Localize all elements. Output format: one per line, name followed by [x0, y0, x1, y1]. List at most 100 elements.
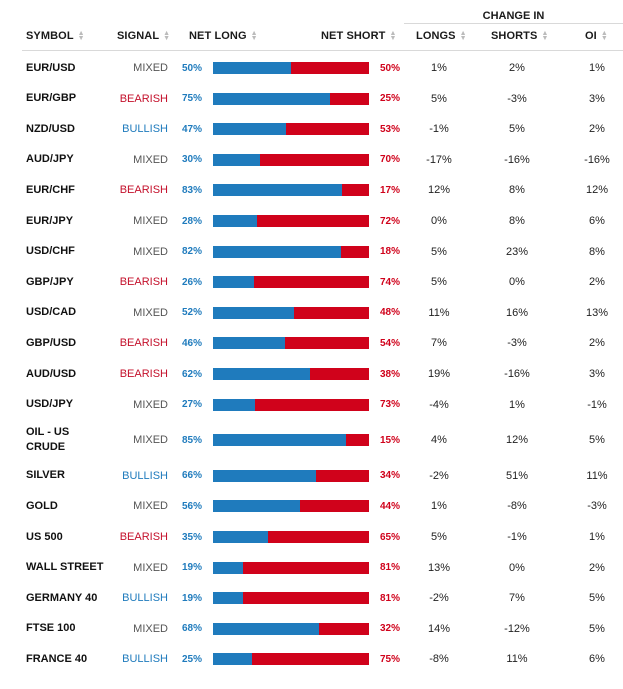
table-row[interactable]: SILVER BULLISH 66% 34% -2% 51% 11%	[0, 464, 623, 488]
oi-change-cell: 5%	[589, 434, 605, 447]
shorts-change-cell: -3%	[507, 337, 527, 350]
net-short-bar	[341, 245, 369, 258]
oi-change-cell: 6%	[589, 653, 605, 666]
signal-cell: BULLISH	[122, 123, 168, 136]
table-row[interactable]: EUR/USD MIXED 50% 50% 1% 2% 1%	[0, 56, 623, 80]
longs-change-cell: 1%	[431, 500, 447, 513]
longs-change-cell: 7%	[431, 337, 447, 350]
signal-cell: MIXED	[133, 561, 168, 574]
table-row[interactable]: EUR/CHF BEARISH 83% 17% 12% 8% 12%	[0, 178, 623, 202]
table-row[interactable]: EUR/GBP BEARISH 75% 25% 5% -3% 3%	[0, 87, 623, 111]
symbol-cell[interactable]: EUR/CHF	[26, 183, 75, 196]
sort-arrows-icon: ▲ ▼	[600, 30, 608, 43]
net-short-cell: 75%	[379, 653, 400, 665]
table-row[interactable]: WALL STREET MIXED 19% 81% 13% 0% 2%	[0, 556, 623, 580]
net-short-bar	[346, 434, 369, 447]
sentiment-bar	[213, 56, 369, 80]
symbol-cell[interactable]: GOLD	[26, 499, 58, 512]
symbol-cell[interactable]: AUD/USD	[26, 367, 77, 380]
longs-change-cell: -1%	[429, 123, 449, 136]
net-long-bar	[213, 276, 254, 289]
column-header-net-short[interactable]: NET SHORT ▲ ▼	[321, 30, 397, 42]
shorts-change-cell: 8%	[509, 215, 525, 227]
table-row[interactable]: NZD/USD BULLISH 47% 53% -1% 5% 2%	[0, 117, 623, 141]
symbol-cell[interactable]: USD/JPY	[26, 398, 74, 411]
symbol-cell[interactable]: SILVER	[26, 469, 65, 482]
signal-cell: BEARISH	[119, 276, 168, 289]
net-long-cell: 66%	[181, 470, 202, 482]
symbol-cell[interactable]: USD/CHF	[26, 245, 75, 258]
table-row[interactable]: USD/CHF MIXED 82% 18% 5% 23% 8%	[0, 240, 623, 264]
net-long-bar	[213, 62, 291, 74]
symbol-cell[interactable]: NZD/USD	[26, 122, 75, 135]
shorts-change-cell: 1%	[509, 398, 525, 411]
net-short-cell: 17%	[379, 184, 400, 196]
net-long-bar	[213, 123, 286, 136]
net-long-cell: 30%	[181, 154, 202, 166]
table-row[interactable]: GERMANY 40 BULLISH 19% 81% -2% 7% 5%	[0, 586, 623, 610]
table-row[interactable]: FTSE 100 MIXED 68% 32% 14% -12% 5%	[0, 617, 623, 641]
net-long-bar	[213, 592, 243, 605]
column-header-net-long[interactable]: NET LONG ▲ ▼	[189, 30, 258, 42]
signal-cell: MIXED	[133, 245, 168, 258]
table-row[interactable]: US 500 BEARISH 35% 65% 5% -1% 1%	[0, 525, 623, 549]
net-long-cell: 47%	[181, 123, 202, 135]
symbol-cell[interactable]: OIL - US CRUDE	[26, 426, 70, 454]
table-row[interactable]: USD/CAD MIXED 52% 48% 11% 16% 13%	[0, 301, 623, 325]
net-short-bar	[294, 306, 369, 319]
table-row[interactable]: GBP/JPY BEARISH 26% 74% 5% 0% 2%	[0, 270, 623, 294]
symbol-cell[interactable]: USD/CAD	[26, 306, 77, 319]
net-short-bar	[257, 215, 369, 227]
table-row[interactable]: USD/JPY MIXED 27% 73% -4% 1% -1%	[0, 393, 623, 417]
net-long-cell: 62%	[181, 368, 202, 380]
symbol-cell[interactable]: FRANCE 40	[26, 652, 88, 665]
sentiment-bar	[213, 209, 369, 233]
table-row[interactable]: FRANCE 40 BULLISH 25% 75% -8% 11% 6%	[0, 647, 623, 671]
column-header-signal[interactable]: SIGNAL ▲ ▼	[117, 30, 170, 42]
longs-change-cell: 0%	[431, 215, 447, 227]
symbol-cell[interactable]: WALL STREET	[26, 561, 104, 574]
symbol-cell[interactable]: EUR/GBP	[26, 92, 77, 105]
symbol-cell[interactable]: FTSE 100	[26, 622, 76, 635]
net-long-bar	[213, 337, 285, 350]
table-row[interactable]: EUR/JPY MIXED 28% 72% 0% 8% 6%	[0, 209, 623, 233]
oi-change-cell: 3%	[589, 92, 605, 105]
oi-change-cell: 2%	[589, 561, 605, 574]
symbol-cell[interactable]: GBP/JPY	[26, 275, 74, 288]
sentiment-bar	[213, 647, 369, 671]
net-long-cell: 56%	[181, 500, 202, 512]
oi-change-cell: 6%	[589, 215, 605, 227]
shorts-change-cell: 7%	[509, 592, 525, 605]
table-row[interactable]: AUD/USD BEARISH 62% 38% 19% -16% 3%	[0, 362, 623, 386]
table-row[interactable]: OIL - US CRUDE MIXED 85% 15% 4% 12% 5%	[0, 420, 623, 460]
symbol-cell[interactable]: AUD/JPY	[26, 153, 74, 166]
table-row[interactable]: GBP/USD BEARISH 46% 54% 7% -3% 2%	[0, 331, 623, 355]
column-header-longs[interactable]: LONGS ▲ ▼	[416, 30, 467, 42]
net-short-cell: 50%	[379, 62, 400, 74]
net-long-cell: 82%	[181, 246, 202, 258]
symbol-cell[interactable]: US 500	[26, 530, 63, 543]
change-in-header: CHANGE IN	[482, 10, 545, 22]
oi-change-cell: 12%	[585, 184, 609, 197]
header-divider	[22, 50, 623, 51]
column-header-symbol[interactable]: SYMBOL ▲ ▼	[26, 30, 85, 42]
symbol-cell[interactable]: EUR/JPY	[26, 214, 74, 227]
sort-arrows-icon: ▲ ▼	[77, 30, 85, 43]
net-long-cell: 28%	[181, 215, 202, 227]
symbol-cell[interactable]: GERMANY 40	[26, 591, 98, 604]
longs-change-cell: 12%	[427, 184, 451, 197]
column-header-oi[interactable]: OI ▲ ▼	[585, 30, 608, 42]
sentiment-bar	[213, 117, 369, 141]
net-short-cell: 54%	[379, 337, 400, 349]
column-header-shorts[interactable]: SHORTS ▲ ▼	[491, 30, 548, 42]
net-long-bar	[213, 561, 243, 574]
net-short-bar	[268, 531, 369, 543]
net-short-cell: 44%	[379, 500, 400, 512]
table-row[interactable]: AUD/JPY MIXED 30% 70% -17% -16% -16%	[0, 148, 623, 172]
symbol-cell[interactable]: EUR/USD	[26, 61, 76, 74]
table-row[interactable]: GOLD MIXED 56% 44% 1% -8% -3%	[0, 494, 623, 518]
net-long-cell: 46%	[181, 337, 202, 349]
symbol-cell[interactable]: GBP/USD	[26, 336, 77, 349]
shorts-change-cell: 16%	[505, 306, 529, 319]
net-short-cell: 81%	[379, 592, 400, 604]
